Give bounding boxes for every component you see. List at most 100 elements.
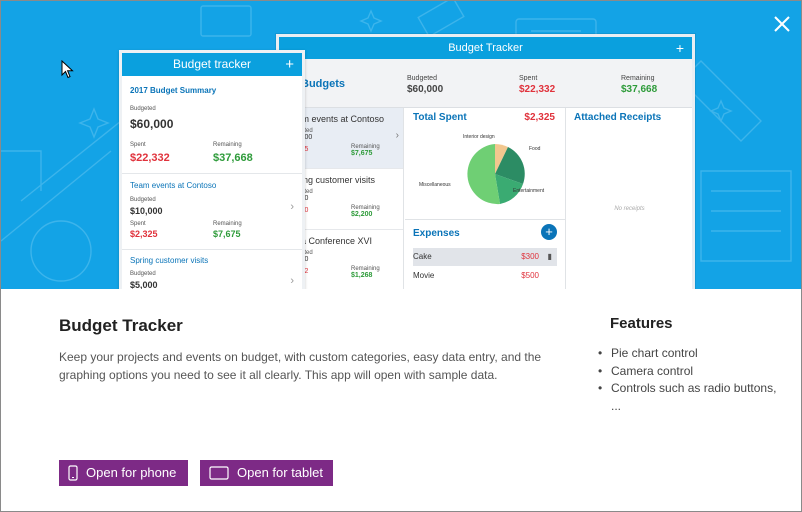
total-spent-panel: Total Spent $2,325 Interior design [405,108,566,289]
open-for-phone-button[interactable]: Open for phone [59,460,188,486]
pie-chart: Interior design Food Miscellaneous Enter… [415,130,565,218]
event-name: Data Conference XVI [287,236,373,246]
event-budgeted-label: Budgeted [130,271,156,277]
budgeted-label: Budgeted [407,75,437,82]
pie-slice-entertainment [495,174,523,204]
budgeted-value: $60,000 [407,84,444,95]
spent-label: Spent [519,75,538,82]
event-remaining: Remaining $2,200 [351,205,380,218]
spent-value: $22,332 [130,152,170,164]
tablet-header: Budget Tracker + [279,37,692,59]
open-for-tablet-button[interactable]: Open for tablet [200,460,333,486]
pie-chart-svg [467,144,525,205]
event-remaining-value: $2,200 [351,211,373,218]
event-remaining-label: Remaining [351,266,380,272]
remaining-value: $37,668 [213,152,253,164]
event-name: Spring customer visits [130,256,209,265]
remaining-label: Remaining [213,142,242,148]
open-for-tablet-label: Open for tablet [237,465,323,480]
event-budgeted-label: Budgeted [130,197,156,203]
expense-name: Movie [413,271,435,280]
features-title: Features [610,315,673,332]
pie-label-entertainment: Entertainment [513,188,545,194]
chevron-right-icon: › [290,201,294,213]
open-for-phone-label: Open for phone [86,465,177,480]
table-row: Cake $300 ▮ [413,248,557,266]
list-item: • Controls such as radio buttons, ... [598,381,777,413]
app-title: Budget Tracker [59,316,183,335]
event-remaining-value: $1,268 [351,272,373,279]
phone-icon [68,465,78,481]
tablet-summary: Budgets Budgeted $60,000 Spent $22,332 R… [279,59,692,108]
event-name: Team events at Contoso [287,114,385,124]
event-remaining-label: Remaining [213,221,242,227]
app-description: Keep your projects and events on budget,… [59,350,542,382]
event-remaining-label: Remaining [351,144,380,150]
event-remaining-value: $7,675 [351,150,373,157]
phone-preview: Budget tracker + 2017 Budget Summary Bud… [119,50,305,289]
tablet-summary-title: Budgets [301,78,345,90]
phone-header: Budget tracker + [122,53,302,76]
budgeted-label: Budgeted [130,106,156,112]
total-spent-label: Total Spent [413,112,467,123]
event-remaining-value: $7,675 [213,229,241,239]
trash-icon: ▮ [547,252,552,261]
remaining-label: Remaining [621,75,655,82]
event-name: Team events at Contoso [130,181,217,190]
feature-text: Controls such as radio buttons, ... [611,381,777,413]
feature-text: Camera control [611,363,694,378]
table-row: Movie $500 [413,267,557,285]
tablet-icon [209,466,229,480]
pie-label-interior: Interior design [463,134,495,140]
spent-value: $22,332 [519,84,556,95]
tablet-remaining: Remaining $37,668 [621,75,657,95]
pie-slice-food [495,147,525,184]
tablet-preview: Budget Tracker + Budgets Budgeted $60,00… [276,34,695,289]
divider [405,219,565,220]
phone-header-title: Budget tracker [172,57,252,71]
list-item: • Pie chart control [598,346,698,360]
remaining-value: $37,668 [621,84,658,95]
chevron-right-icon: › [395,130,399,141]
spent-label: Spent [130,142,146,148]
pie-label-misc: Miscellaneous [419,182,451,188]
expense-amount: $300 [521,252,539,261]
event-remaining: Remaining $7,675 [351,144,380,157]
event-spent-label: Spent [130,221,146,227]
divider [122,249,302,250]
budgeted-value: $60,000 [130,117,174,131]
add-icon: + [675,40,684,56]
event-budgeted-value: $5,000 [130,280,158,289]
feature-text: Pie chart control [611,346,698,360]
phone-summary-title: 2017 Budget Summary [130,86,217,95]
mouse-pointer-icon [61,60,74,79]
pie-label-food: Food [529,146,541,152]
event-remaining: Remaining $1,268 [351,266,380,279]
receipts-panel: Attached Receipts No receipts [567,108,692,289]
event-remaining-label: Remaining [351,205,380,211]
tablet-header-title: Budget Tracker [448,42,523,54]
event-budgeted-value: $10,000 [130,206,163,216]
no-receipts-text: No receipts [614,206,645,212]
receipts-title: Attached Receipts [574,112,662,123]
divider [122,173,302,174]
tablet-spent: Spent $22,332 [519,75,555,95]
list-item: • Camera control [598,363,694,378]
event-name: Spring customer visits [287,175,376,185]
chevron-right-icon: › [290,275,294,287]
hero-banner: Budget Tracker + Budgets Budgeted $60,00… [1,1,801,289]
add-icon: + [285,56,294,73]
tablet-body: Team events at Contoso Budgeted$10,000 $… [279,108,692,289]
expenses-title: Expenses [413,228,460,239]
close-icon[interactable] [769,11,795,37]
features-list: • Pie chart control • Camera control • Cont… [598,345,788,415]
pie-slice-interior [495,144,508,174]
expense-amount: $500 [521,271,539,280]
expense-name: Cake [413,252,432,261]
total-spent-value: $2,325 [524,112,555,123]
tablet-budgeted: Budgeted $60,000 [407,75,443,95]
add-expense-icon: + [541,224,557,240]
pie-slice-misc [467,144,500,205]
event-spent-value: $2,325 [130,229,158,239]
